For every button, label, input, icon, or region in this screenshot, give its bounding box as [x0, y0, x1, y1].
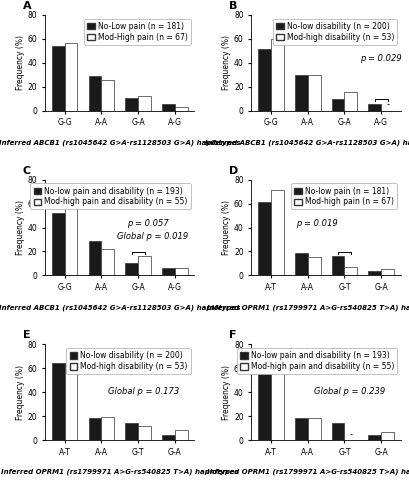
Bar [138, 256, 151, 276]
Bar [271, 190, 284, 276]
Text: Inferred OPRM1 (rs1799971 A>G-rs540825 T>A) haplotypes: Inferred OPRM1 (rs1799971 A>G-rs540825 T… [207, 468, 409, 475]
Bar [271, 362, 284, 440]
Bar [138, 96, 151, 110]
Legend: No-low pain and disability (n = 193), Mod-high pain and disability (n = 55): No-low pain and disability (n = 193), Mo… [237, 348, 397, 374]
Text: Global p = 0.040: Global p = 0.040 [314, 200, 385, 208]
Bar [101, 80, 114, 110]
Bar [175, 107, 188, 110]
Bar [125, 98, 138, 110]
Bar [344, 92, 357, 110]
Bar [308, 75, 321, 110]
Text: Global p = 0.173: Global p = 0.173 [108, 387, 179, 396]
Bar [258, 48, 271, 110]
Bar [162, 268, 175, 276]
Y-axis label: Frequency (%): Frequency (%) [16, 36, 25, 90]
Text: Inferred OPRM1 (rs1799971 A>G-rs540825 T>A) haplotypes: Inferred OPRM1 (rs1799971 A>G-rs540825 T… [207, 304, 409, 310]
Bar [381, 270, 394, 276]
Bar [65, 366, 77, 440]
Bar [88, 418, 101, 440]
Text: -: - [349, 430, 353, 439]
Y-axis label: Frequency (%): Frequency (%) [16, 200, 25, 255]
Bar [175, 268, 188, 276]
Bar [308, 418, 321, 440]
Bar [125, 423, 138, 440]
Bar [369, 435, 381, 440]
Bar [88, 240, 101, 276]
Bar [65, 202, 77, 276]
Bar [65, 42, 77, 110]
Bar [344, 267, 357, 276]
Text: Inferred ABCB1 (rs1045642 G>A-rs1128503 G>A) haplotypes: Inferred ABCB1 (rs1045642 G>A-rs1128503 … [205, 140, 409, 146]
Text: B: B [229, 1, 237, 11]
Text: Global p = 0.798: Global p = 0.798 [108, 35, 179, 44]
Legend: No-low disability (n = 200), Mod-high disability (n = 53): No-low disability (n = 200), Mod-high di… [273, 19, 397, 45]
Bar [52, 364, 65, 440]
Text: Global p = 0.019: Global p = 0.019 [117, 232, 188, 241]
Text: A: A [22, 1, 31, 11]
Bar [101, 418, 114, 440]
Bar [175, 430, 188, 440]
Text: E: E [22, 330, 30, 340]
Legend: No-low pain and disability (n = 193), Mod-high pain and disability (n = 55): No-low pain and disability (n = 193), Mo… [31, 184, 191, 210]
Text: p = 0.057: p = 0.057 [127, 218, 169, 228]
Bar [258, 364, 271, 440]
Bar [138, 426, 151, 440]
Bar [295, 75, 308, 110]
Bar [369, 270, 381, 276]
Bar [308, 258, 321, 276]
Text: F: F [229, 330, 236, 340]
Text: Inferred ABCB1 (rs1045642 G>A-rs1128503 G>A) haplotypes: Inferred ABCB1 (rs1045642 G>A-rs1128503 … [0, 140, 240, 146]
Legend: No-low disability (n = 200), Mod-high disability (n = 53): No-low disability (n = 200), Mod-high di… [67, 348, 191, 374]
Bar [88, 76, 101, 110]
Y-axis label: Frequency (%): Frequency (%) [222, 36, 231, 90]
Legend: No-low pain (n = 181), Mod-high pain (n = 67): No-low pain (n = 181), Mod-high pain (n … [291, 184, 397, 210]
Text: p = 0.029: p = 0.029 [48, 200, 90, 208]
Bar [295, 418, 308, 440]
Bar [332, 256, 344, 276]
Bar [332, 99, 344, 110]
Bar [369, 104, 381, 110]
Text: p = 0.029: p = 0.029 [360, 54, 402, 63]
Y-axis label: Frequency (%): Frequency (%) [222, 364, 231, 420]
Bar [125, 264, 138, 276]
Text: Global p = 0.239: Global p = 0.239 [314, 387, 385, 396]
Text: -: - [386, 100, 389, 110]
Text: Global p = 0.027: Global p = 0.027 [314, 35, 385, 44]
Bar [295, 252, 308, 276]
Y-axis label: Frequency (%): Frequency (%) [16, 364, 25, 420]
Text: p = 0.019: p = 0.019 [296, 218, 338, 228]
Bar [258, 202, 271, 276]
Text: C: C [22, 166, 31, 176]
Bar [162, 104, 175, 110]
Y-axis label: Frequency (%): Frequency (%) [222, 200, 231, 255]
Bar [381, 432, 394, 440]
Bar [162, 435, 175, 440]
Bar [52, 46, 65, 110]
Bar [101, 249, 114, 276]
Text: D: D [229, 166, 238, 176]
Text: Inferred OPRM1 (rs1799971 A>G-rs540825 T>A) haplotypes: Inferred OPRM1 (rs1799971 A>G-rs540825 T… [1, 468, 238, 475]
Bar [52, 213, 65, 276]
Legend: No-Low pain (n = 181), Mod-High pain (n = 67): No-Low pain (n = 181), Mod-High pain (n … [84, 19, 191, 45]
Bar [271, 39, 284, 111]
Text: Inferred ABCB1 (rs1045642 G>A-rs1128503 G>A) haplotypes: Inferred ABCB1 (rs1045642 G>A-rs1128503 … [0, 304, 240, 310]
Bar [332, 423, 344, 440]
